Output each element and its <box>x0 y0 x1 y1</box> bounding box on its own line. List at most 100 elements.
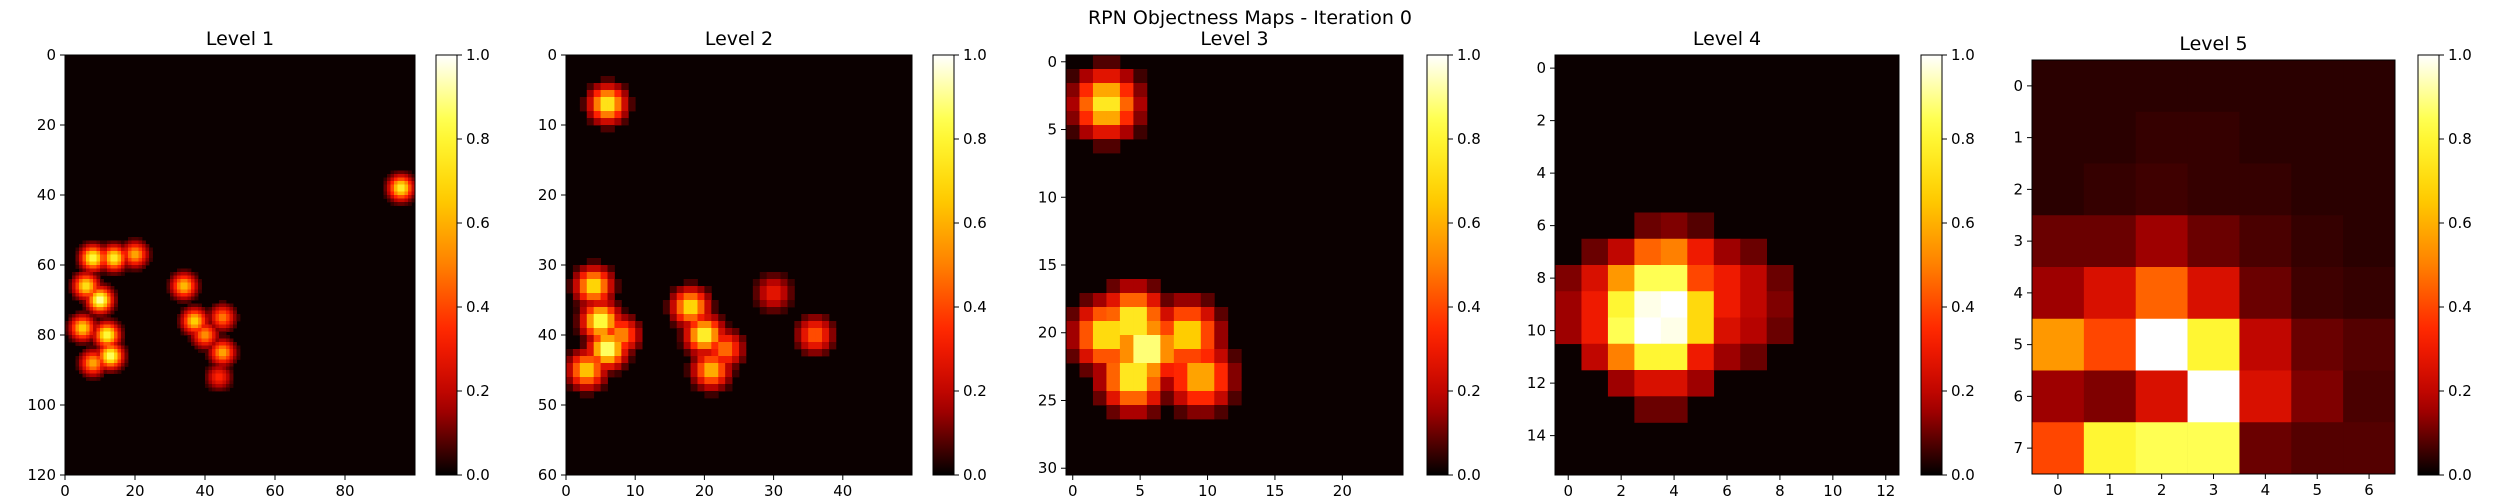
heatmap-cell <box>1146 293 1161 308</box>
heatmap-cell <box>72 289 76 294</box>
heatmap-cell <box>600 370 608 378</box>
y-tick-label: 0 <box>1047 53 1057 71</box>
heatmap-cell <box>75 282 80 287</box>
heatmap-cell <box>600 293 608 301</box>
heatmap-cell <box>191 331 195 336</box>
heatmap-cell <box>208 356 213 360</box>
heatmap-cell <box>100 314 104 318</box>
heatmap-cell <box>662 300 671 308</box>
heatmap-cell <box>759 293 768 301</box>
heatmap-cell <box>114 328 118 332</box>
heatmap-cell <box>86 310 90 315</box>
heatmap-cell <box>89 310 94 315</box>
heatmap-cell <box>586 118 595 126</box>
heatmap-cell <box>86 324 90 329</box>
heatmap-cell <box>110 254 115 259</box>
heatmap-cell <box>212 345 216 350</box>
heatmap-cell <box>219 307 223 311</box>
y-tick-label: 0 <box>547 46 557 64</box>
heatmap-cell <box>208 373 213 378</box>
heatmap-cell <box>201 324 206 329</box>
heatmap-cell <box>222 321 227 325</box>
heatmap-cell <box>229 380 234 385</box>
heatmap-cell <box>1634 238 1662 266</box>
heatmap-cell <box>89 296 94 301</box>
heatmap-cell <box>572 370 581 378</box>
heatmap-cell <box>2239 60 2292 113</box>
heatmap-cell <box>1133 97 1148 112</box>
y-tick-label: 12 <box>1527 374 1546 392</box>
heatmap-cell <box>96 289 101 294</box>
heatmap-cell <box>117 359 122 364</box>
heatmap-cell <box>75 331 80 336</box>
heatmap-cell <box>208 377 213 381</box>
heatmap-cell <box>145 247 150 252</box>
heatmap-cell <box>226 338 230 343</box>
heatmap-cell <box>114 258 118 262</box>
heatmap-cell <box>110 268 115 273</box>
heatmap-cell <box>226 328 230 332</box>
heatmap-cell <box>586 279 595 287</box>
heatmap-cell <box>579 391 588 399</box>
heatmap-cell <box>233 307 237 311</box>
heatmap-cell <box>103 240 108 245</box>
heatmap-cell <box>579 272 588 280</box>
x-tick-label: 20 <box>1333 482 1352 500</box>
heatmap-cell <box>215 380 220 385</box>
heatmap-cell <box>75 359 80 364</box>
heatmap-cell <box>103 268 108 273</box>
heatmap-cell <box>86 240 90 245</box>
heatmap-cell <box>135 261 139 266</box>
heatmap-cell <box>79 247 83 252</box>
heatmap-cell <box>89 317 94 322</box>
heatmap-cell <box>93 261 97 266</box>
heatmap-cell <box>579 314 588 322</box>
heatmap-cell <box>229 370 234 374</box>
colorbar: 0.00.20.40.60.81.0 <box>1920 46 1975 484</box>
heatmap-cell <box>1187 349 1202 364</box>
heatmap-cell <box>180 286 185 290</box>
heatmap-cell <box>173 272 178 276</box>
heatmap-cell <box>600 335 608 343</box>
heatmap-cell <box>89 272 94 276</box>
heatmap-cell <box>82 289 87 294</box>
heatmap-cell <box>219 373 223 378</box>
heatmap-cell <box>89 275 94 280</box>
heatmap-cell <box>704 356 712 364</box>
heatmap-cell <box>404 195 409 199</box>
heatmap-cell <box>82 363 87 367</box>
heatmap-cell <box>408 191 412 196</box>
heatmap-cell <box>212 342 216 346</box>
colorbar-tick-label: 0.6 <box>1457 214 1481 232</box>
heatmap-cell <box>135 268 139 273</box>
heatmap-cell <box>600 349 608 357</box>
heatmap-cell <box>1133 111 1148 126</box>
heatmap-cell <box>215 363 220 367</box>
heatmap-cell <box>586 377 595 385</box>
heatmap-cell <box>205 352 209 357</box>
heatmap-cell <box>752 279 761 287</box>
heatmap-cell <box>621 104 629 112</box>
heatmap-cell <box>110 331 115 336</box>
heatmap-cell <box>683 370 691 378</box>
colorbar-tick-label: 0.0 <box>963 466 987 484</box>
heatmap-cell <box>187 303 192 308</box>
heatmap-cell <box>103 286 108 290</box>
heatmap-cell <box>1160 363 1175 378</box>
heatmap-cell <box>1607 238 1635 266</box>
heatmap-cell <box>1634 343 1662 371</box>
heatmap-cell <box>711 335 719 343</box>
heatmap-cell <box>117 258 122 262</box>
heatmap-cell <box>110 342 115 346</box>
heatmap-cell <box>170 275 174 280</box>
heatmap-cell <box>408 177 412 182</box>
colorbar-frame <box>435 54 458 476</box>
heatmap-cell <box>690 377 698 385</box>
heatmap-cell <box>229 349 234 353</box>
heatmap-cell <box>89 293 94 297</box>
x-tick-label: 3 <box>2209 481 2219 499</box>
heatmap-cell <box>96 265 101 269</box>
heatmap-cell <box>586 258 595 266</box>
heatmap-cell <box>100 359 104 364</box>
